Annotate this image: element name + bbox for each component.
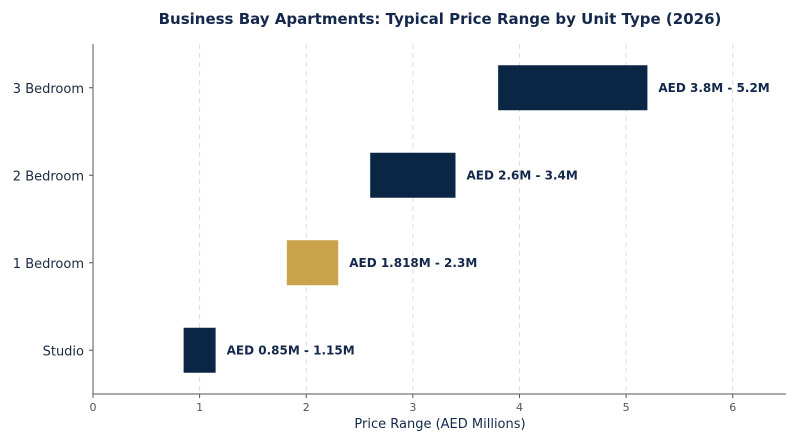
category-label: 1 Bedroom (13, 257, 84, 272)
x-tick-label: 0 (90, 401, 97, 414)
range-bar (286, 240, 339, 286)
range-bar (183, 327, 216, 373)
grid (199, 44, 734, 394)
range-bar (370, 152, 456, 198)
labels: 0 1 2 3 4 5 6 Studio AED 0.85M - 1.15M 1 Bedroom A… (13, 81, 770, 414)
chart-title: Business Bay Apartments: Typical Price R… (159, 10, 722, 28)
range-data-label: AED 1.818M - 2.3M (349, 256, 477, 270)
category-label: Studio (43, 344, 84, 359)
category-label: 3 Bedroom (13, 82, 84, 97)
category-label: 2 Bedroom (13, 169, 84, 184)
x-tick-label: 1 (196, 401, 203, 414)
x-tick-label: 2 (303, 401, 310, 414)
bars (183, 65, 648, 373)
x-tick-label: 3 (409, 401, 416, 414)
axes (92, 44, 786, 395)
x-tick-label: 5 (623, 401, 630, 414)
range-bar (498, 65, 648, 111)
range-data-label: AED 0.85M - 1.15M (227, 343, 355, 357)
x-tick-label: 6 (729, 401, 736, 414)
x-tick-label: 4 (516, 401, 523, 414)
x-axis-title: Price Range (AED Millions) (354, 417, 525, 432)
range-data-label: AED 2.6M - 3.4M (466, 168, 577, 182)
range-data-label: AED 3.8M - 5.2M (658, 81, 769, 95)
